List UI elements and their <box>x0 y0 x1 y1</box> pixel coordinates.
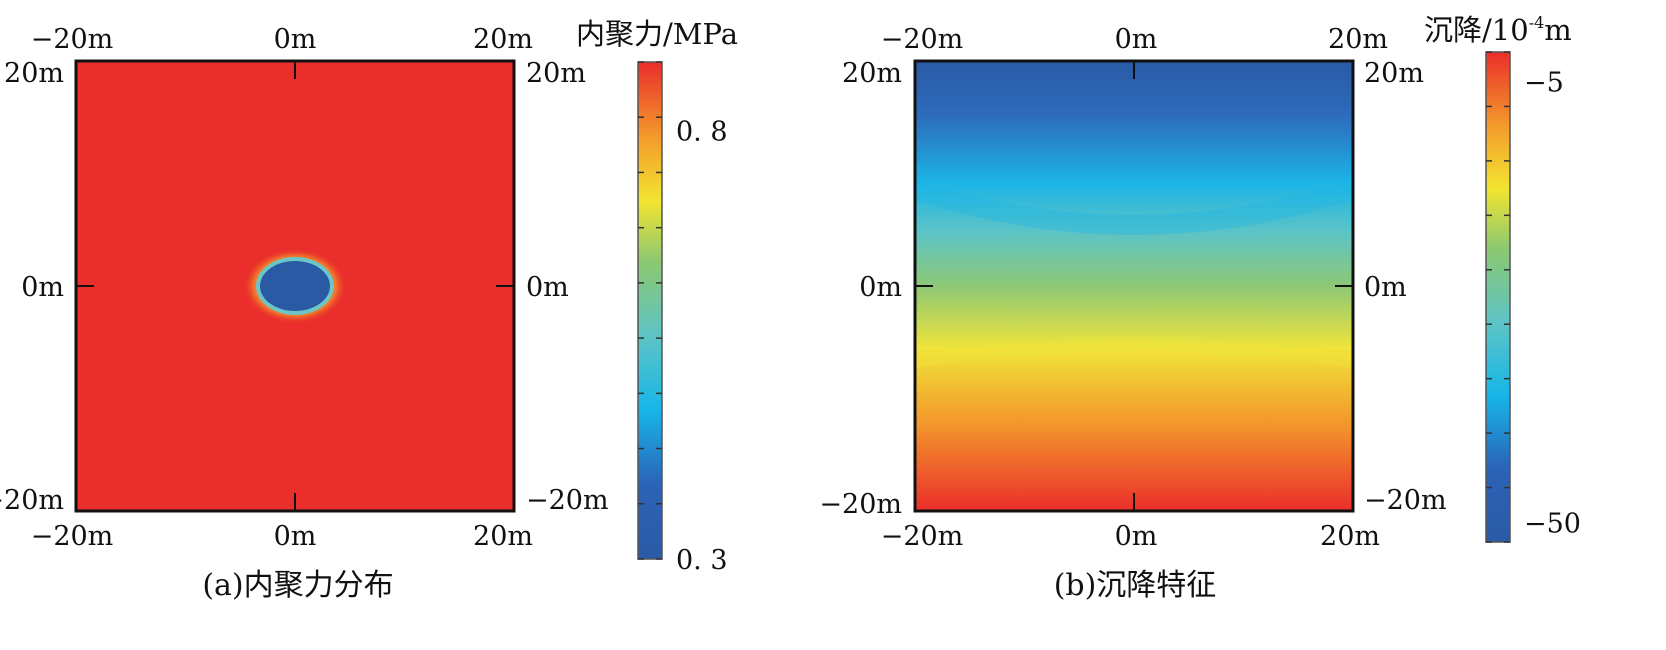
colorbar-b <box>1485 51 1511 543</box>
y-left-label-mid-b: 0m <box>859 272 902 303</box>
x-bottom-label-mid-b: 0m <box>1115 521 1158 552</box>
x-bottom-label-right-a: 20m <box>473 521 533 552</box>
caption-b: (b)沉降特征 <box>1054 568 1217 603</box>
x-top-label-right-b: 20m <box>1328 24 1388 55</box>
y-right-label-bottom-a: −20m <box>526 485 609 516</box>
colorbar-title-b-main: 沉降/10 <box>1424 13 1529 47</box>
y-left-label-top-a: 20m <box>4 58 64 89</box>
colorbar-title-b: 沉降/10-4m <box>1424 13 1572 47</box>
y-right-label-top-a: 20m <box>526 58 586 89</box>
x-bottom-label-left-a: −20m <box>31 521 114 552</box>
x-top-label-mid-a: 0m <box>274 24 317 55</box>
colorbar-tick-label: −50 <box>1524 508 1581 539</box>
x-top-label-right-a: 20m <box>473 24 533 55</box>
settlement-heatmap-chart: −20m 0m 20m −20m 0m 20m 20m 0m −20m 20m … <box>819 13 1581 603</box>
y-right-label-mid-a: 0m <box>526 272 569 303</box>
colorbar-a <box>637 61 663 560</box>
weak-zone-core <box>260 261 330 311</box>
caption-a: (a)内聚力分布 <box>202 568 393 603</box>
x-bottom-label-mid-a: 0m <box>274 521 317 552</box>
panel-a-cohesion: −20m 0m 20m −20m 0m 20m 20m 0m −20m 20m … <box>0 0 800 650</box>
colorbar-tick-label: 0. 3 <box>676 545 728 576</box>
colorbar-title-a: 内聚力/MPa <box>576 17 738 51</box>
y-left-label-top-b: 20m <box>842 58 902 89</box>
y-right-label-mid-b: 0m <box>1364 272 1407 303</box>
y-left-label-bottom-b: −20m <box>819 489 902 520</box>
cohesion-heatmap-chart: −20m 0m 20m −20m 0m 20m 20m 0m −20m 20m … <box>0 17 738 603</box>
y-right-label-bottom-b: −20m <box>1364 485 1447 516</box>
settlement-yellow-band <box>915 337 1353 368</box>
y-left-label-bottom-a: −20m <box>0 485 64 516</box>
colorbar-tick-label: −5 <box>1524 67 1564 98</box>
x-top-label-left-b: −20m <box>881 24 964 55</box>
colorbar-tick-label: 0. 8 <box>676 117 728 148</box>
x-top-label-left-a: −20m <box>31 24 114 55</box>
x-bottom-label-right-b: 20m <box>1320 521 1380 552</box>
settlement-field <box>915 61 1353 511</box>
panel-b-settlement: −20m 0m 20m −20m 0m 20m 20m 0m −20m 20m … <box>819 0 1666 650</box>
settlement-trough-band <box>915 180 1353 235</box>
y-right-label-top-b: 20m <box>1364 58 1424 89</box>
colorbar-title-b-sup: -4 <box>1529 13 1545 32</box>
y-left-label-mid-a: 0m <box>21 272 64 303</box>
colorbar-title-b-suffix: m <box>1544 13 1572 47</box>
x-bottom-label-left-b: −20m <box>881 521 964 552</box>
x-top-label-mid-b: 0m <box>1115 24 1158 55</box>
